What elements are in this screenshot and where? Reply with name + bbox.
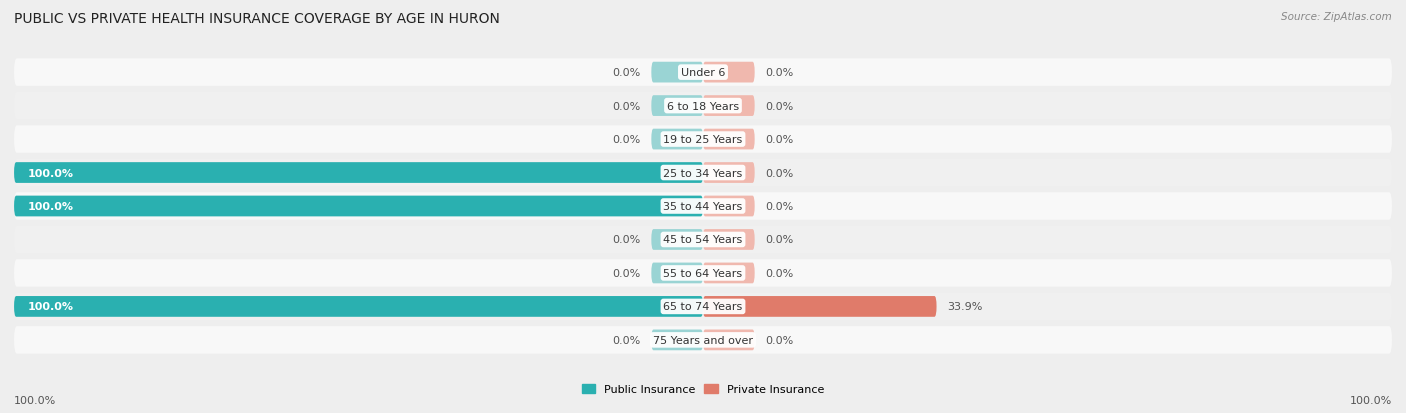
Text: Under 6: Under 6: [681, 68, 725, 78]
Text: 55 to 64 Years: 55 to 64 Years: [664, 268, 742, 278]
FancyBboxPatch shape: [14, 296, 703, 317]
FancyBboxPatch shape: [14, 196, 703, 217]
Text: 19 to 25 Years: 19 to 25 Years: [664, 135, 742, 145]
Text: 0.0%: 0.0%: [765, 235, 793, 245]
FancyBboxPatch shape: [651, 63, 703, 83]
Text: Source: ZipAtlas.com: Source: ZipAtlas.com: [1281, 12, 1392, 22]
FancyBboxPatch shape: [14, 226, 1392, 254]
Text: 25 to 34 Years: 25 to 34 Years: [664, 168, 742, 178]
Text: 35 to 44 Years: 35 to 44 Years: [664, 202, 742, 211]
FancyBboxPatch shape: [14, 293, 1392, 320]
Text: PUBLIC VS PRIVATE HEALTH INSURANCE COVERAGE BY AGE IN HURON: PUBLIC VS PRIVATE HEALTH INSURANCE COVER…: [14, 12, 501, 26]
FancyBboxPatch shape: [651, 230, 703, 250]
Text: 0.0%: 0.0%: [613, 235, 641, 245]
FancyBboxPatch shape: [703, 96, 755, 117]
FancyBboxPatch shape: [703, 230, 755, 250]
FancyBboxPatch shape: [14, 326, 1392, 354]
Text: 75 Years and over: 75 Years and over: [652, 335, 754, 345]
Text: 0.0%: 0.0%: [613, 135, 641, 145]
Text: 100.0%: 100.0%: [28, 301, 75, 312]
FancyBboxPatch shape: [703, 63, 755, 83]
FancyBboxPatch shape: [14, 93, 1392, 120]
Text: 100.0%: 100.0%: [28, 202, 75, 211]
FancyBboxPatch shape: [703, 296, 936, 317]
Text: 0.0%: 0.0%: [765, 268, 793, 278]
Text: 33.9%: 33.9%: [946, 301, 983, 312]
Text: 0.0%: 0.0%: [765, 68, 793, 78]
FancyBboxPatch shape: [651, 129, 703, 150]
Text: 65 to 74 Years: 65 to 74 Years: [664, 301, 742, 312]
Text: 6 to 18 Years: 6 to 18 Years: [666, 101, 740, 112]
FancyBboxPatch shape: [703, 330, 755, 350]
Text: 0.0%: 0.0%: [613, 101, 641, 112]
Text: 100.0%: 100.0%: [1350, 395, 1392, 405]
Text: 0.0%: 0.0%: [613, 268, 641, 278]
Text: 0.0%: 0.0%: [613, 68, 641, 78]
FancyBboxPatch shape: [703, 129, 755, 150]
Text: 100.0%: 100.0%: [14, 395, 56, 405]
FancyBboxPatch shape: [651, 330, 703, 350]
Text: 0.0%: 0.0%: [765, 135, 793, 145]
Text: 0.0%: 0.0%: [765, 335, 793, 345]
Text: 100.0%: 100.0%: [28, 168, 75, 178]
FancyBboxPatch shape: [14, 59, 1392, 87]
FancyBboxPatch shape: [703, 163, 755, 183]
FancyBboxPatch shape: [14, 260, 1392, 287]
FancyBboxPatch shape: [703, 263, 755, 284]
FancyBboxPatch shape: [703, 196, 755, 217]
FancyBboxPatch shape: [14, 159, 1392, 187]
Text: 0.0%: 0.0%: [765, 168, 793, 178]
FancyBboxPatch shape: [651, 263, 703, 284]
Text: 0.0%: 0.0%: [613, 335, 641, 345]
Text: 0.0%: 0.0%: [765, 202, 793, 211]
FancyBboxPatch shape: [651, 96, 703, 117]
Legend: Public Insurance, Private Insurance: Public Insurance, Private Insurance: [578, 380, 828, 399]
FancyBboxPatch shape: [14, 126, 1392, 153]
Text: 0.0%: 0.0%: [765, 101, 793, 112]
Text: 45 to 54 Years: 45 to 54 Years: [664, 235, 742, 245]
FancyBboxPatch shape: [14, 193, 1392, 220]
FancyBboxPatch shape: [14, 163, 703, 183]
